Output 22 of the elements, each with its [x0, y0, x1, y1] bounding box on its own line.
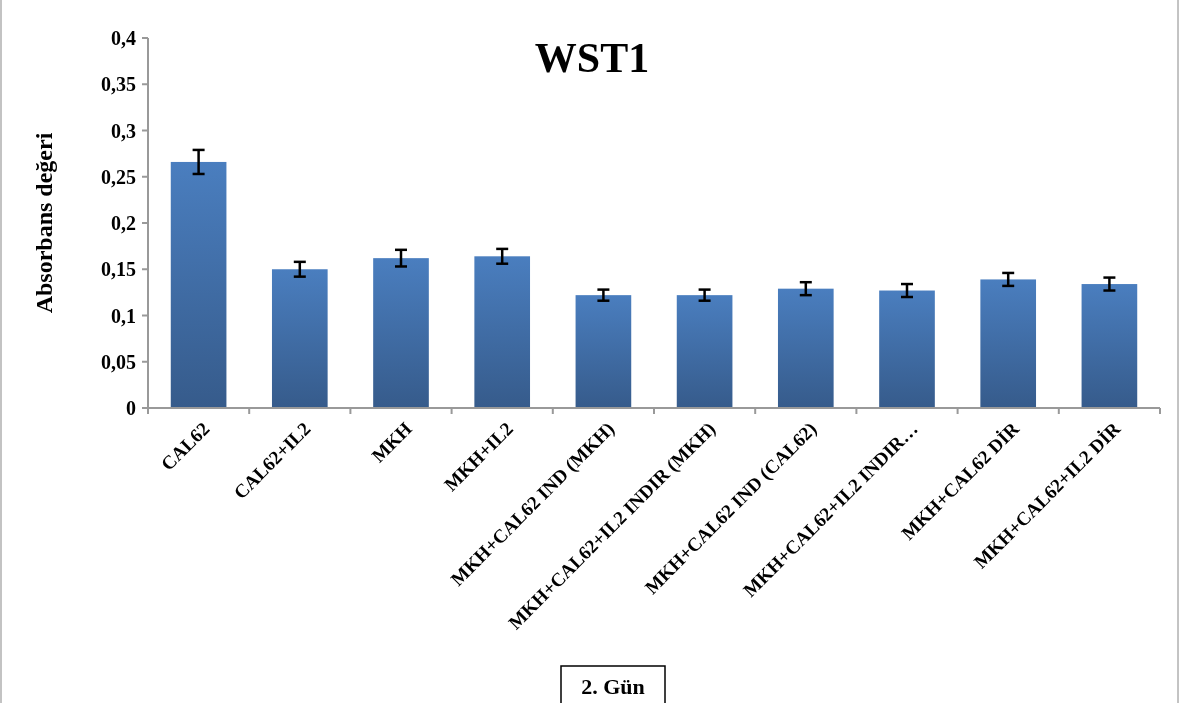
chart-title: WST1 — [534, 35, 650, 81]
y-tick-label: 0,35 — [101, 73, 136, 96]
text: 2. Gün — [581, 673, 645, 699]
bar — [879, 290, 935, 408]
bar — [980, 279, 1037, 408]
y-tick-label: 0,4 — [111, 27, 136, 49]
y-tick-label: 0,1 — [111, 304, 136, 327]
bar — [575, 295, 632, 408]
bar — [676, 295, 733, 408]
y-axis-title: Absorbans değeri — [31, 132, 57, 314]
y-tick-label: 0,15 — [101, 258, 136, 281]
y-tick-label: 0,05 — [101, 350, 136, 373]
bar — [271, 269, 328, 408]
y-tick-label: 0 — [126, 397, 136, 419]
bar — [373, 258, 429, 408]
y-tick-label: 0,2 — [111, 212, 136, 234]
bar — [474, 256, 531, 408]
bar — [1081, 284, 1138, 408]
y-tick-label: 0,3 — [111, 119, 136, 142]
bar — [777, 288, 834, 408]
bar — [170, 161, 227, 408]
y-tick-label: 0,25 — [101, 165, 136, 188]
